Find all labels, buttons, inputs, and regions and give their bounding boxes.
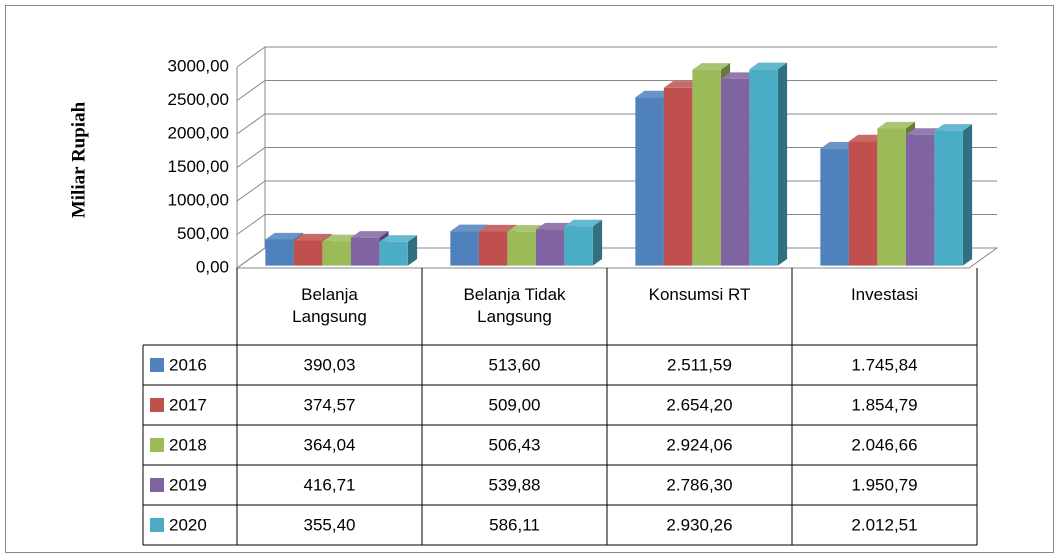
bar-top	[934, 124, 973, 131]
table-value: 1.745,84	[851, 355, 917, 374]
table-value: 539,88	[489, 475, 541, 494]
y-tick-label: 0,00	[196, 257, 229, 276]
bar	[934, 130, 963, 266]
bar-top	[663, 81, 702, 88]
table-value: 2.511,59	[667, 355, 732, 374]
bar-top	[820, 142, 859, 149]
table-value: 416,71	[304, 475, 356, 494]
bar-side	[962, 124, 973, 266]
grid-line	[236, 80, 997, 101]
bar-side	[407, 235, 418, 266]
y-tick-label: 2000,00	[168, 123, 229, 142]
bar-top	[692, 63, 731, 70]
table-value: 2.654,20	[666, 395, 732, 414]
table-value: 2.012,51	[851, 515, 917, 534]
legend-swatch	[150, 438, 164, 452]
bar	[848, 141, 878, 266]
legend-swatch	[150, 518, 164, 532]
bar	[692, 69, 721, 266]
bar-side	[777, 62, 788, 266]
bar	[820, 148, 849, 266]
y-axis-label: Miliar Rupiah	[68, 101, 89, 218]
bar	[350, 237, 380, 266]
legend-label: 2019	[169, 475, 207, 494]
legend-label: 2016	[169, 355, 207, 374]
table-value: 374,57	[304, 395, 356, 414]
table-value: 2.786,30	[666, 475, 732, 494]
y-tick-label: 1000,00	[168, 190, 229, 209]
bar	[749, 69, 778, 266]
y-tick-label: 1500,00	[168, 157, 229, 176]
table-value: 364,04	[304, 435, 356, 454]
legend-swatch	[150, 478, 164, 492]
bar	[478, 231, 508, 266]
bar-top	[720, 72, 759, 79]
legend-label: 2020	[169, 515, 207, 534]
table-value: 506,43	[489, 435, 541, 454]
table-value: 586,11	[489, 515, 540, 534]
table-value: 355,40	[304, 515, 356, 534]
bar-top	[450, 224, 489, 232]
table-value: 1.854,79	[851, 395, 917, 414]
bar	[663, 87, 693, 266]
bar	[720, 78, 750, 266]
bar-top	[564, 219, 603, 227]
table-value: 2.930,26	[666, 515, 732, 534]
category-label: Belanja Langsung	[292, 285, 367, 326]
bar-top	[265, 232, 304, 240]
bar	[507, 231, 536, 266]
bar-top	[293, 233, 332, 241]
bar-top	[749, 62, 788, 70]
bar	[535, 229, 565, 266]
table-value: 513,60	[489, 355, 541, 374]
bar	[905, 134, 935, 266]
bar-top	[350, 231, 389, 238]
bar	[293, 240, 323, 266]
chart-border	[5, 5, 1054, 553]
bar	[635, 97, 664, 266]
category-label: Konsumsi RT	[648, 285, 751, 304]
bar	[450, 231, 479, 266]
bar	[379, 241, 408, 266]
category-label: Investasi	[850, 285, 919, 304]
y-tick-label: 2500,00	[168, 90, 229, 109]
bar-top	[877, 121, 916, 129]
bar-top	[507, 225, 546, 232]
table-value: 390,03	[304, 355, 356, 374]
bar	[322, 241, 351, 266]
legend-label: 2017	[169, 395, 207, 414]
bar-top	[905, 128, 944, 135]
table-value: 2.046,66	[851, 435, 917, 454]
bar-top	[379, 235, 418, 242]
bar	[877, 128, 906, 266]
bar	[564, 226, 593, 266]
y-tick-label: 500,00	[177, 224, 229, 243]
bar	[265, 239, 294, 266]
bar-top	[535, 222, 574, 230]
grid-line	[236, 46, 997, 68]
bar-top	[478, 224, 517, 232]
legend-label: 2018	[169, 435, 207, 454]
bar-top	[848, 134, 887, 142]
legend-swatch	[150, 358, 164, 372]
table-value: 1.950,79	[851, 475, 917, 494]
bar-side	[592, 219, 603, 266]
bar-top	[322, 234, 361, 242]
legend-swatch	[150, 398, 164, 412]
table-value: 509,00	[489, 395, 541, 414]
y-tick-label: 3000,00	[168, 56, 229, 75]
bar-top	[635, 90, 674, 98]
table-value: 2.924,06	[666, 435, 732, 454]
category-label: Belanja Tidak Langsung	[463, 285, 566, 326]
